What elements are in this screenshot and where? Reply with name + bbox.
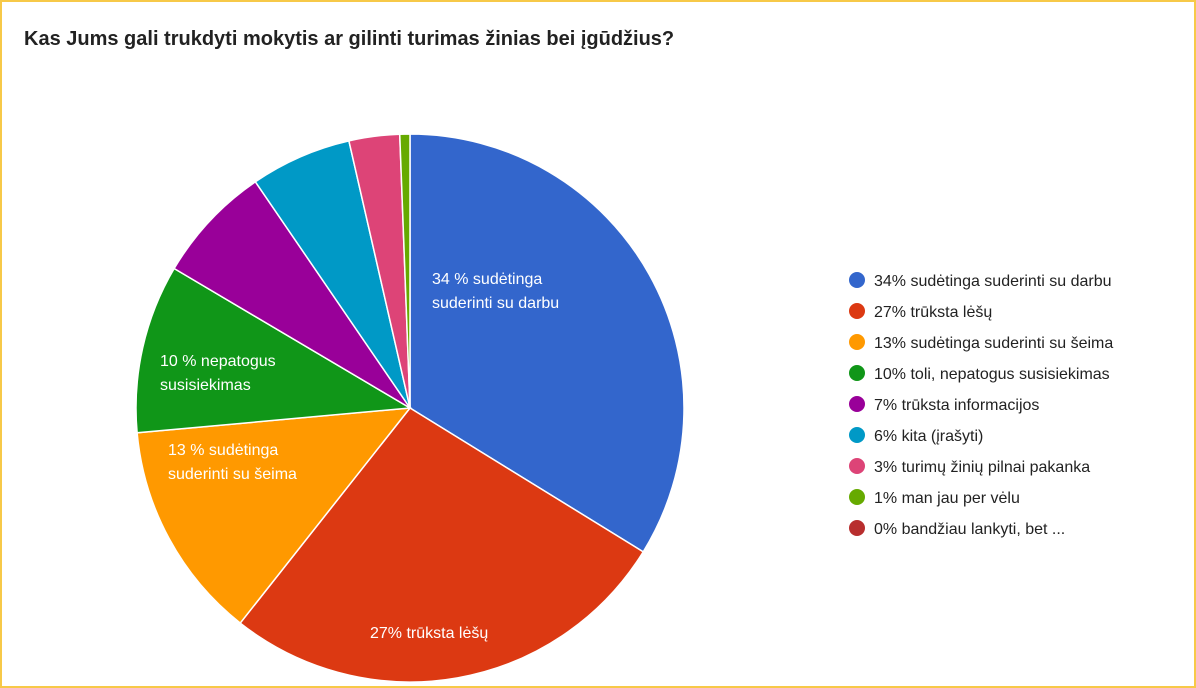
legend-marker-1 [849,272,865,288]
legend-entry-9: 0% bandžiau lankyti, bet ... [874,521,1065,538]
legend-marker-7 [849,458,865,474]
slice-label-1: 34 % sudėtinga suderinti su darbu [432,271,559,312]
pie-slice-2 [239,407,645,683]
slice-label-4: 10 % nepatogus susisiekimas [160,353,276,394]
slice-label-2: 27% trūksta lėšų [370,625,488,642]
legend-marker-4 [849,365,865,381]
pie-slice-5 [173,180,411,409]
legend-entry-4: 10% toli, nepatogus susisiekimas [874,366,1110,383]
pie-slice-labels: 34 % sudėtinga suderinti su darbu 27% trūk… [160,271,559,642]
pie-slice-4 [135,267,413,434]
pie-slice-8 [398,133,411,409]
legend-entry-1: 34% sudėtinga suderinti su darbu [874,273,1112,290]
pie-slices [135,133,685,683]
legend-entry-6: 6% kita (įrašyti) [874,428,983,445]
pie-slice-1 [409,133,685,553]
legend-marker-2 [849,303,865,319]
legend-entry-8: 1% man jau per vėlu [874,490,1020,507]
legend-marker-6 [849,427,865,443]
legend-marker-8 [849,489,865,505]
legend-marker-9 [849,520,865,536]
legend-entry-2: 27% trūksta lėšų [874,304,992,321]
legend-entry-7: 3% turimų žinių pilnai pakanka [874,459,1090,476]
legend-marker-5 [849,396,865,412]
legend: 34% sudėtinga suderinti su darbu 27% trūk… [849,272,1113,538]
chart-title: Kas Jums gali trukdyti mokytis ar gilint… [24,28,675,50]
legend-marker-3 [849,334,865,350]
legend-entry-3: 13% sudėtinga suderinti su šeima [874,335,1113,352]
slice-label-3: 13 % sudėtinga suderinti su šeima [168,442,297,483]
pie-slice-3 [136,407,412,625]
legend-entry-5: 7% trūksta informacijos [874,397,1039,414]
